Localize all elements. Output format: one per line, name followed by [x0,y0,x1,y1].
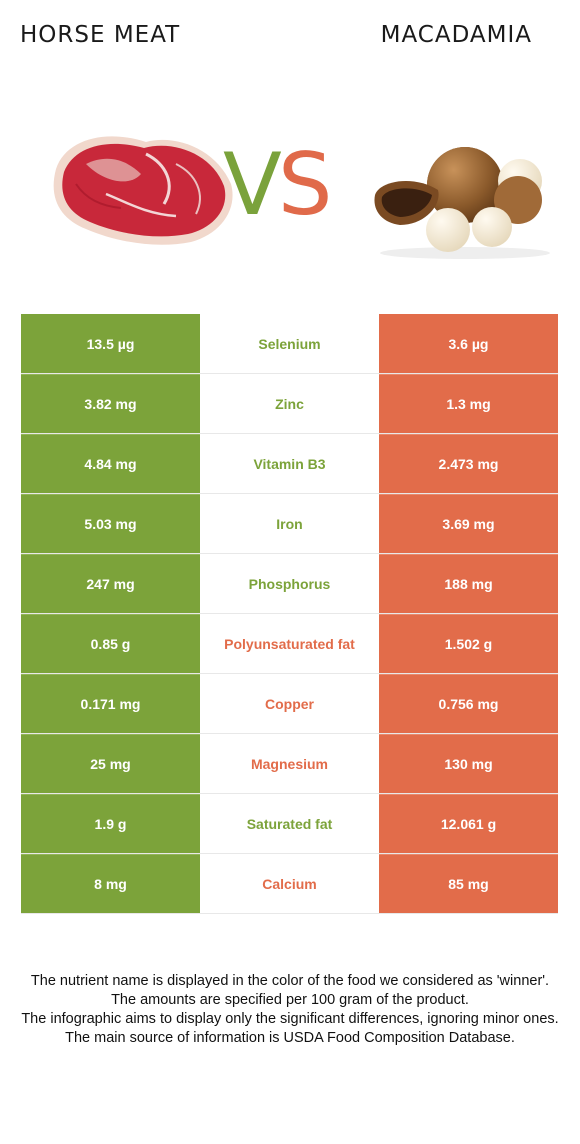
right-value: 0.756 mg [379,674,558,733]
footer-line: The main source of information is USDA F… [14,1029,566,1048]
table-row: 247 mg Phosphorus 188 mg [21,554,558,614]
left-value: 13.5 µg [21,314,200,373]
left-value: 4.84 mg [21,434,200,493]
table-row: 0.171 mg Copper 0.756 mg [21,674,558,734]
nutrient-name: Zinc [200,374,379,433]
right-value: 1.502 g [379,614,558,673]
left-value: 247 mg [21,554,200,613]
nutrient-name: Magnesium [200,734,379,793]
right-value: 3.69 mg [379,494,558,553]
nutrient-name: Copper [200,674,379,733]
comparison-table: 13.5 µg Selenium 3.6 µg 3.82 mg Zinc 1.3 mg 4.… [21,314,558,914]
right-value: 1.3 mg [379,374,558,433]
vs-label: VS [223,142,328,228]
hero-images: VS [0,110,580,270]
left-value: 5.03 mg [21,494,200,553]
left-food-title: HORSE MEAT [20,22,180,48]
footer-line: The amounts are specified per 100 gram o… [14,991,566,1010]
nutrient-name: Iron [200,494,379,553]
header: HORSE MEAT MACADAMIA [0,0,580,80]
nutrient-name: Selenium [200,314,379,373]
nutrient-name: Saturated fat [200,794,379,853]
right-value: 12.061 g [379,794,558,853]
right-value: 2.473 mg [379,434,558,493]
left-value: 3.82 mg [21,374,200,433]
left-value: 25 mg [21,734,200,793]
table-row: 13.5 µg Selenium 3.6 µg [21,314,558,374]
table-row: 8 mg Calcium 85 mg [21,854,558,914]
macadamia-image [370,145,560,260]
vs-s: S [278,135,329,235]
right-value: 188 mg [379,554,558,613]
nutrient-name: Phosphorus [200,554,379,613]
nutrient-name: Polyunsaturated fat [200,614,379,673]
right-value: 85 mg [379,854,558,913]
left-value: 1.9 g [21,794,200,853]
right-value: 130 mg [379,734,558,793]
horse-meat-image [46,124,241,249]
footer-line: The infographic aims to display only the… [14,1010,566,1029]
left-value: 8 mg [21,854,200,913]
table-row: 3.82 mg Zinc 1.3 mg [21,374,558,434]
left-value: 0.85 g [21,614,200,673]
table-row: 5.03 mg Iron 3.69 mg [21,494,558,554]
left-value: 0.171 mg [21,674,200,733]
footer-line: The nutrient name is displayed in the co… [14,972,566,991]
footer-notes: The nutrient name is displayed in the co… [14,972,566,1048]
table-row: 4.84 mg Vitamin B3 2.473 mg [21,434,558,494]
table-row: 0.85 g Polyunsaturated fat 1.502 g [21,614,558,674]
nutrient-name: Vitamin B3 [200,434,379,493]
right-value: 3.6 µg [379,314,558,373]
table-row: 1.9 g Saturated fat 12.061 g [21,794,558,854]
table-row: 25 mg Magnesium 130 mg [21,734,558,794]
nutrient-name: Calcium [200,854,379,913]
right-food-title: MACADAMIA [381,22,532,48]
vs-v: V [223,135,278,235]
